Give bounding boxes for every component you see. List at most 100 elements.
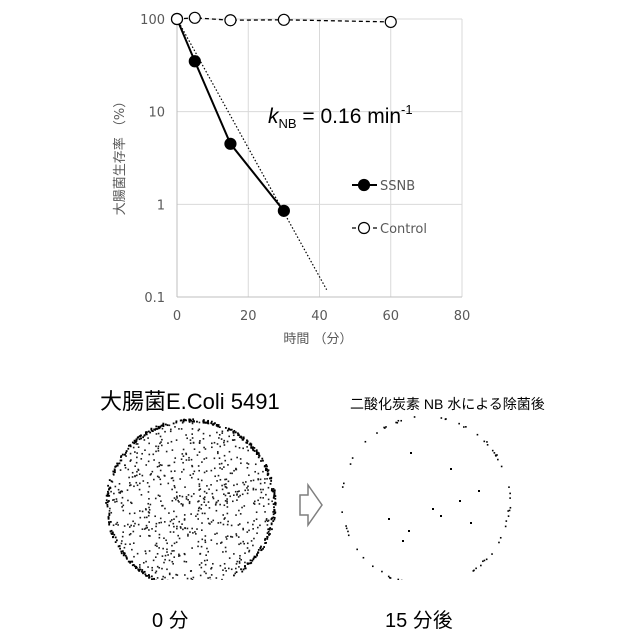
colony (239, 495, 241, 497)
colony (160, 518, 162, 520)
colony (211, 443, 213, 445)
colony (253, 520, 255, 522)
colony (227, 513, 229, 515)
colony (148, 512, 150, 514)
rim-mark (363, 557, 365, 559)
colony (172, 561, 174, 563)
colony (233, 434, 235, 436)
colony (223, 442, 225, 444)
colony (147, 482, 149, 484)
colony (136, 452, 138, 454)
colony (251, 540, 253, 542)
colony (256, 532, 258, 534)
colony (250, 480, 252, 482)
colony (164, 508, 166, 510)
colony (148, 498, 150, 500)
colony (160, 483, 162, 485)
colony (432, 508, 434, 510)
colony (161, 445, 163, 447)
colony (239, 523, 241, 525)
colony (199, 422, 201, 424)
colony (227, 506, 229, 508)
colony (200, 508, 202, 510)
rim-mark (264, 538, 266, 540)
colony (146, 517, 148, 519)
colony (144, 439, 146, 441)
colony (160, 470, 162, 472)
colony (199, 485, 201, 487)
rim-mark (384, 427, 386, 429)
rim-mark (347, 531, 349, 533)
colony (195, 533, 197, 535)
point-control (225, 15, 236, 26)
colony (242, 493, 244, 495)
legend-label-control: Control (380, 222, 427, 237)
colony (217, 522, 219, 524)
colony (162, 428, 164, 430)
rim-mark (273, 495, 275, 497)
colony (142, 480, 144, 482)
colony (206, 457, 208, 459)
colony (133, 525, 135, 527)
colony (113, 499, 115, 501)
colony (171, 550, 173, 552)
colony (138, 524, 140, 526)
colony (176, 491, 178, 493)
colony (219, 504, 221, 506)
colony (174, 487, 176, 489)
rim-mark (189, 419, 191, 421)
colony (212, 493, 214, 495)
rim-mark (264, 465, 266, 467)
colony (252, 545, 254, 547)
colony (231, 525, 233, 527)
colony (235, 533, 237, 535)
rim-mark (132, 442, 134, 444)
rim-mark (108, 495, 110, 497)
rim-mark (250, 559, 252, 561)
colony (164, 431, 166, 433)
colony (201, 504, 203, 506)
colony (238, 496, 240, 498)
colony (184, 527, 186, 529)
colony (236, 563, 238, 565)
rim-mark (498, 542, 500, 544)
colony (198, 465, 200, 467)
colony (177, 574, 179, 576)
rim-mark (343, 483, 345, 485)
colony (176, 516, 178, 518)
y-tick-label: 0.1 (144, 291, 165, 306)
colony (156, 545, 158, 547)
colony (156, 543, 158, 545)
rim-mark (121, 552, 123, 554)
colony (207, 577, 209, 579)
rim-mark (131, 561, 133, 563)
colony (174, 426, 176, 428)
colony (174, 470, 176, 472)
colony (155, 545, 157, 547)
colony (109, 510, 111, 512)
colony (264, 478, 266, 480)
rim-mark (182, 421, 184, 423)
colony (240, 543, 242, 545)
colony (226, 502, 228, 504)
colony (137, 484, 139, 486)
rim-mark (153, 578, 155, 580)
colony (242, 482, 244, 484)
colony (210, 484, 212, 486)
colony (145, 561, 147, 563)
colony (450, 468, 452, 470)
colony (188, 494, 190, 496)
rim-mark (137, 437, 139, 439)
colony (257, 500, 259, 502)
rim-mark (267, 473, 269, 475)
colony (136, 471, 138, 473)
colony (410, 452, 412, 454)
petri-dish-photos (0, 380, 640, 580)
colony (219, 434, 221, 436)
colony (268, 503, 270, 505)
colony (151, 567, 153, 569)
colony (217, 443, 219, 445)
colony (167, 465, 169, 467)
colony (230, 472, 232, 474)
colony (172, 477, 174, 479)
